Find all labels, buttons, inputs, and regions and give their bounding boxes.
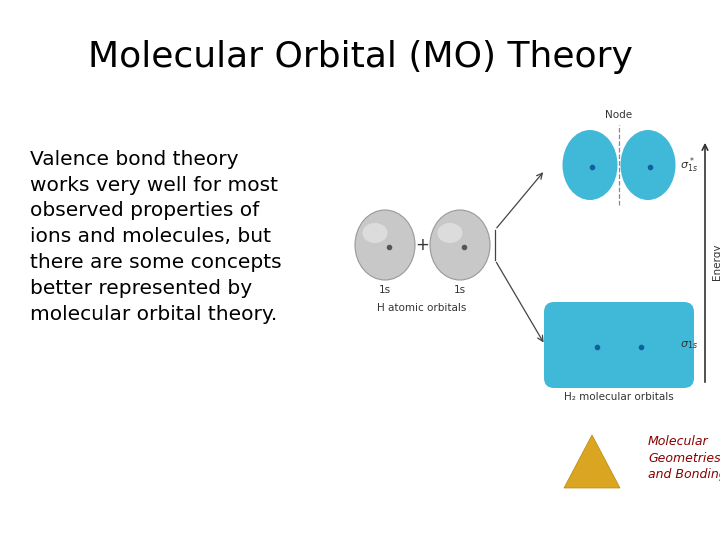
Ellipse shape (355, 210, 415, 280)
Text: Valence bond theory
works very well for most
observed properties of
ions and mol: Valence bond theory works very well for … (30, 150, 282, 323)
Text: +: + (415, 236, 429, 254)
Ellipse shape (362, 223, 387, 243)
FancyBboxPatch shape (544, 302, 694, 388)
Text: Molecular Orbital (MO) Theory: Molecular Orbital (MO) Theory (88, 40, 632, 74)
Text: Node: Node (606, 110, 633, 120)
Text: $\sigma^*_{1s}$: $\sigma^*_{1s}$ (680, 155, 698, 175)
Text: Energy: Energy (712, 244, 720, 280)
Text: 1s: 1s (379, 285, 391, 295)
Polygon shape (564, 435, 620, 488)
Ellipse shape (562, 130, 618, 200)
Ellipse shape (438, 223, 462, 243)
Text: 1s: 1s (454, 285, 466, 295)
Ellipse shape (621, 130, 675, 200)
Text: H atomic orbitals: H atomic orbitals (377, 303, 467, 313)
Text: $\sigma_{1s}$: $\sigma_{1s}$ (680, 339, 698, 351)
Ellipse shape (430, 210, 490, 280)
Text: Molecular
Geometries
and Bonding: Molecular Geometries and Bonding (648, 435, 720, 481)
Text: H₂ molecular orbitals: H₂ molecular orbitals (564, 392, 674, 402)
